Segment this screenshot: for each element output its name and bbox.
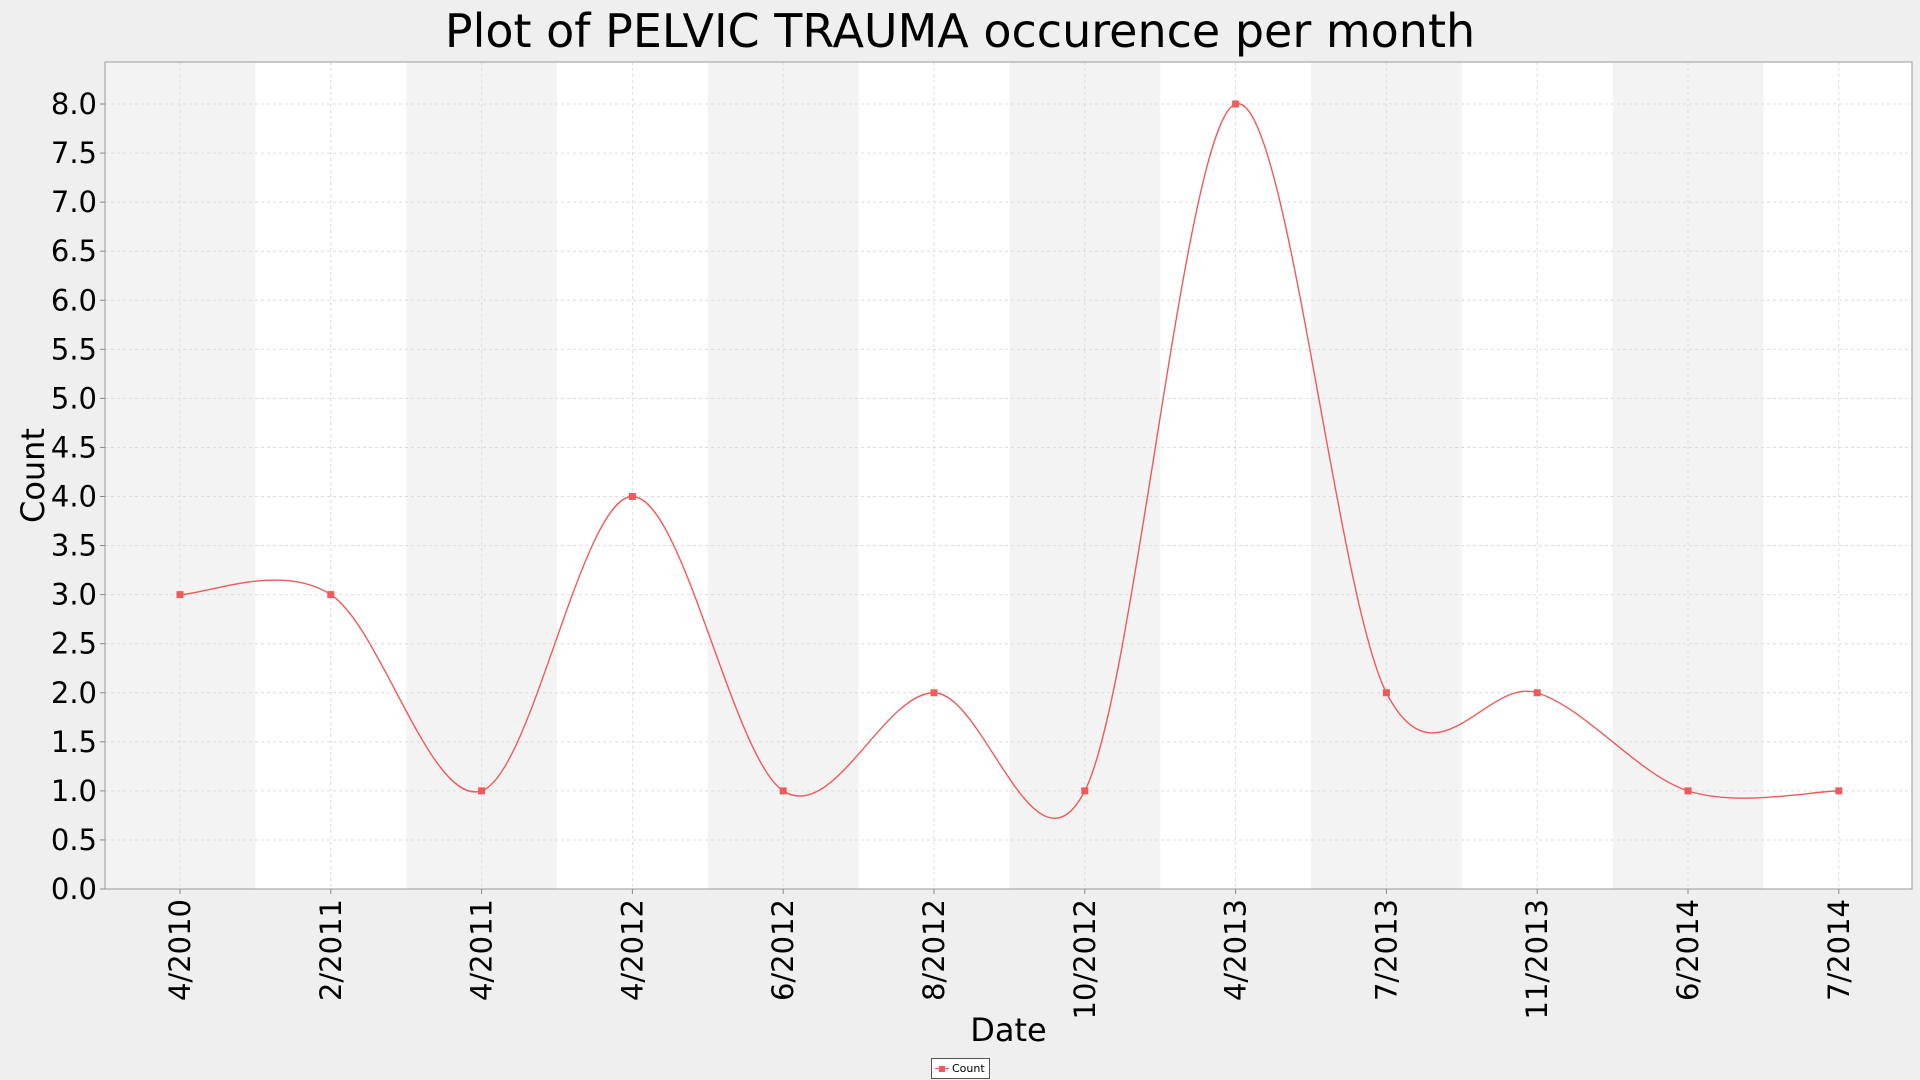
y-tick-label: 8.0 [51, 87, 97, 121]
x-tick-label: 8/2012 [917, 899, 951, 1001]
alternating-bands [105, 62, 1764, 889]
data-point [1382, 689, 1390, 697]
x-axis-ticks: 4/2010 2/2011 4/2011 4/2012 6/2012 8/2012 10/2… [163, 889, 1856, 1019]
data-point [930, 689, 938, 697]
x-tick-label: 7/2014 [1822, 899, 1856, 1001]
band [1009, 62, 1161, 889]
data-point [478, 787, 486, 795]
y-tick-label: 0.0 [51, 872, 97, 906]
y-tick-label: 2.0 [51, 676, 97, 710]
y-tick-label: 4.5 [51, 430, 97, 464]
series-markers [176, 100, 1843, 795]
x-tick-label: 4/2012 [615, 899, 649, 1001]
band [406, 62, 557, 889]
x-tick-label: 6/2014 [1671, 899, 1705, 1001]
y-tick-label: 1.5 [51, 725, 97, 759]
band [707, 62, 859, 889]
y-tick-label: 7.5 [51, 136, 97, 170]
y-axis-label: Count [14, 428, 52, 523]
x-tick-label: 2/2011 [314, 899, 348, 1001]
legend-swatch [935, 1064, 949, 1074]
band [105, 62, 256, 889]
plot-background [105, 62, 1912, 889]
legend: Count [931, 1058, 990, 1079]
data-point [176, 591, 184, 599]
y-tick-label: 5.5 [51, 332, 97, 366]
x-tick-label: 4/2010 [163, 899, 197, 1001]
data-point [1835, 787, 1843, 795]
band [1612, 62, 1764, 889]
plot-border [104, 61, 1913, 890]
data-point [1232, 100, 1240, 108]
data-point [628, 493, 636, 500]
band [1311, 62, 1462, 889]
data-point [1533, 689, 1541, 697]
x-tick-label: 4/2013 [1219, 899, 1253, 1001]
series-line-count [179, 103, 1839, 820]
y-tick-label: 7.0 [51, 185, 97, 219]
y-tick-label: 3.5 [51, 529, 97, 563]
y-tick-label: 3.0 [51, 578, 97, 612]
y-axis-ticks: 0.0 0.5 1.0 1.5 2.0 2.5 3.0 3.5 4.0 4.5 5.0 5.5 6.0 6… [51, 87, 105, 906]
y-tick-label: 1.0 [51, 774, 97, 808]
y-tick-label: 4.0 [51, 480, 97, 514]
x-tick-label: 7/2013 [1369, 899, 1403, 1001]
y-tick-label: 6.0 [51, 283, 97, 317]
x-tick-label: 10/2012 [1068, 899, 1102, 1019]
data-point [1081, 787, 1089, 795]
legend-label-count: Count [952, 1062, 985, 1075]
x-tick-label: 11/2013 [1520, 899, 1554, 1019]
x-tick-label: 6/2012 [766, 899, 800, 1001]
x-tick-label: 4/2011 [465, 899, 499, 1001]
y-tick-label: 0.5 [51, 823, 97, 857]
data-point [779, 787, 787, 795]
y-tick-label: 2.5 [51, 627, 97, 661]
chart-title: Plot of PELVIC TRAUMA occurence per mont… [444, 4, 1476, 58]
data-point [1684, 787, 1692, 795]
y-tick-label: 5.0 [51, 381, 97, 415]
data-point [327, 591, 335, 599]
y-tick-label: 6.5 [51, 234, 97, 268]
x-axis-label: Date [970, 1011, 1046, 1049]
